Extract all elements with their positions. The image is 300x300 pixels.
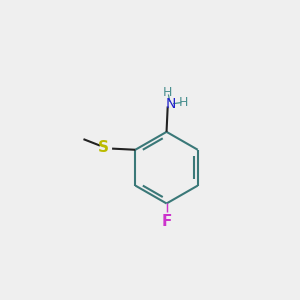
Text: N: N [166, 97, 176, 111]
Text: H: H [162, 86, 172, 99]
Text: S: S [98, 140, 109, 155]
Text: F: F [161, 214, 172, 229]
Text: H: H [178, 96, 188, 109]
